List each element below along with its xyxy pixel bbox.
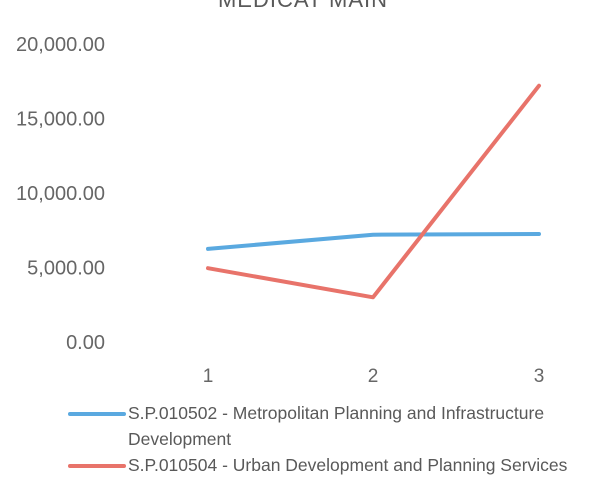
- x-tick-label: 2: [368, 366, 379, 387]
- legend-swatch-blue: [68, 412, 126, 416]
- legend-item-urban-development[interactable]: S.P.010504 - Urban Development and Plann…: [68, 452, 603, 478]
- legend-item-metropolitan-planning[interactable]: S.P.010502 - Metropolitan Planning and I…: [68, 400, 603, 452]
- x-tick-label: 1: [203, 366, 214, 387]
- y-tick-label: 0.00: [66, 332, 105, 354]
- legend-swatch-red: [68, 464, 126, 468]
- series-lines: [206, 83, 541, 300]
- legend-label: S.P.010504 - Urban Development and Plann…: [128, 455, 568, 475]
- chart-title: MEDICAT MAIN: [0, 0, 606, 13]
- y-axis: 0.00 5,000.00 10,000.00 15,000.00 20,000.00: [16, 34, 105, 354]
- y-tick-label: 20,000.00: [16, 34, 105, 56]
- series-line-1: [206, 232, 541, 251]
- x-tick-label: 3: [534, 366, 545, 387]
- y-tick-label: 15,000.00: [16, 109, 105, 131]
- line-chart: 0.005,000.0010,000.0015,000.0020,000.00 …: [16, 34, 545, 387]
- legend: S.P.010502 - Metropolitan Planning and I…: [68, 400, 603, 478]
- series-line-2: [206, 83, 541, 300]
- y-tick-label: 10,000.00: [16, 183, 105, 205]
- legend-label: S.P.010502 - Metropolitan Planning and I…: [128, 403, 545, 449]
- y-tick-label: 5,000.00: [27, 258, 105, 280]
- x-axis: 1 2 3: [203, 366, 545, 387]
